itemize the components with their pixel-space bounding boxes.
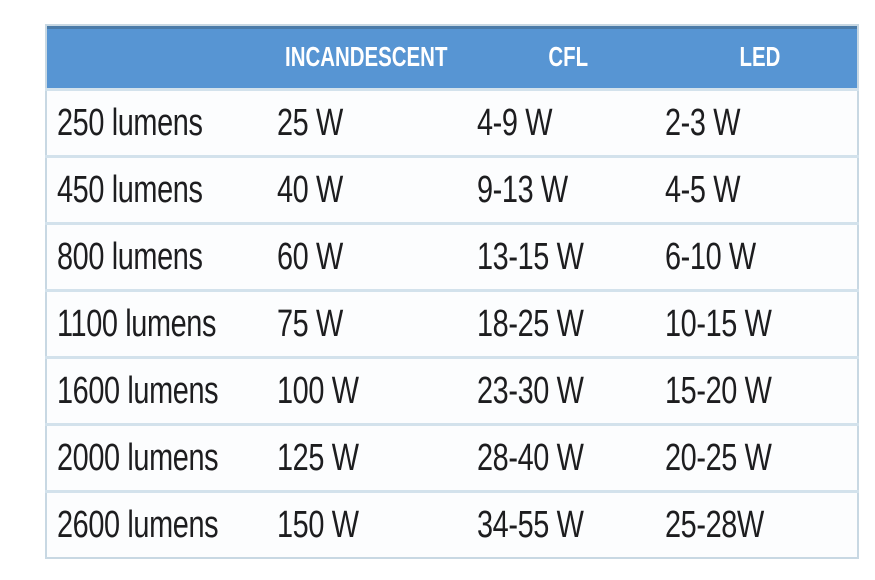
wattage-value: 75 W: [277, 302, 343, 345]
lumens-label: 1600 lumens: [57, 369, 219, 412]
lumens-wattage-table: INCANDESCENT CFL LED 250 lumens 25 W 4-9…: [45, 24, 859, 559]
wattage-value: 25 W: [277, 101, 343, 144]
incandescent-cell: 125 W: [255, 423, 473, 492]
wattage-value: 13-15 W: [477, 235, 584, 278]
wattage-value: 28-40 W: [477, 436, 584, 479]
lumens-label: 800 lumens: [57, 235, 203, 278]
wattage-value: 15-20 W: [665, 369, 772, 412]
table-row: 2600 lumens 150 W 34-55 W 25-28W: [46, 490, 858, 558]
led-cell: 10-15 W: [663, 289, 858, 358]
wattage-value: 18-25 W: [477, 302, 584, 345]
row-label-cell: 250 lumens: [46, 88, 255, 157]
incandescent-cell: 100 W: [255, 356, 473, 425]
header-cell-incandescent: INCANDESCENT: [255, 25, 473, 90]
lumens-label: 450 lumens: [57, 168, 203, 211]
wattage-value: 60 W: [277, 235, 343, 278]
header-cell-cfl: CFL: [473, 25, 663, 90]
header-label: INCANDESCENT: [285, 41, 448, 72]
row-label-cell: 1600 lumens: [46, 356, 255, 425]
wattage-value: 100 W: [277, 369, 359, 412]
cfl-cell: 13-15 W: [473, 222, 663, 291]
wattage-value: 20-25 W: [665, 436, 772, 479]
table-row: 450 lumens 40 W 9-13 W 4-5 W: [46, 155, 858, 224]
row-label-cell: 1100 lumens: [46, 289, 255, 358]
incandescent-cell: 60 W: [255, 222, 473, 291]
incandescent-cell: 25 W: [255, 88, 473, 157]
led-cell: 4-5 W: [663, 155, 858, 224]
cfl-cell: 34-55 W: [473, 490, 663, 558]
row-label-cell: 450 lumens: [46, 155, 255, 224]
incandescent-cell: 75 W: [255, 289, 473, 358]
lumens-label: 2000 lumens: [57, 436, 219, 479]
wattage-value: 4-9 W: [477, 101, 553, 144]
header-label: LED: [739, 41, 781, 72]
table-row: 800 lumens 60 W 13-15 W 6-10 W: [46, 222, 858, 291]
led-cell: 25-28W: [663, 490, 858, 558]
row-label-cell: 2000 lumens: [46, 423, 255, 492]
wattage-value: 2-3 W: [665, 101, 741, 144]
table-row: 1100 lumens 75 W 18-25 W 10-15 W: [46, 289, 858, 358]
wattage-value: 9-13 W: [477, 168, 568, 211]
incandescent-cell: 150 W: [255, 490, 473, 558]
row-label-cell: 800 lumens: [46, 222, 255, 291]
header-cell-led: LED: [663, 25, 858, 90]
cfl-cell: 18-25 W: [473, 289, 663, 358]
wattage-value: 34-55 W: [477, 503, 584, 546]
header-cell-empty: [46, 25, 255, 90]
header-row: INCANDESCENT CFL LED: [46, 25, 858, 90]
wattage-value: 40 W: [277, 168, 343, 211]
wattage-value: 23-30 W: [477, 369, 584, 412]
lumens-label: 250 lumens: [57, 101, 203, 144]
table-row: 250 lumens 25 W 4-9 W 2-3 W: [46, 88, 858, 157]
wattage-value: 150 W: [277, 503, 359, 546]
cfl-cell: 4-9 W: [473, 88, 663, 157]
lumens-label: 2600 lumens: [57, 503, 219, 546]
cfl-cell: 23-30 W: [473, 356, 663, 425]
led-cell: 15-20 W: [663, 356, 858, 425]
wattage-value: 6-10 W: [665, 235, 756, 278]
cfl-cell: 9-13 W: [473, 155, 663, 224]
led-cell: 2-3 W: [663, 88, 858, 157]
row-label-cell: 2600 lumens: [46, 490, 255, 558]
header-label: CFL: [548, 41, 588, 72]
led-cell: 6-10 W: [663, 222, 858, 291]
lumens-wattage-table-wrapper: INCANDESCENT CFL LED 250 lumens 25 W 4-9…: [45, 24, 859, 559]
led-cell: 20-25 W: [663, 423, 858, 492]
table-row: 1600 lumens 100 W 23-30 W 15-20 W: [46, 356, 858, 425]
wattage-value: 25-28W: [665, 503, 764, 546]
incandescent-cell: 40 W: [255, 155, 473, 224]
cfl-cell: 28-40 W: [473, 423, 663, 492]
wattage-value: 125 W: [277, 436, 359, 479]
table-row: 2000 lumens 125 W 28-40 W 20-25 W: [46, 423, 858, 492]
wattage-value: 4-5 W: [665, 168, 741, 211]
wattage-value: 10-15 W: [665, 302, 772, 345]
lumens-label: 1100 lumens: [57, 302, 217, 345]
